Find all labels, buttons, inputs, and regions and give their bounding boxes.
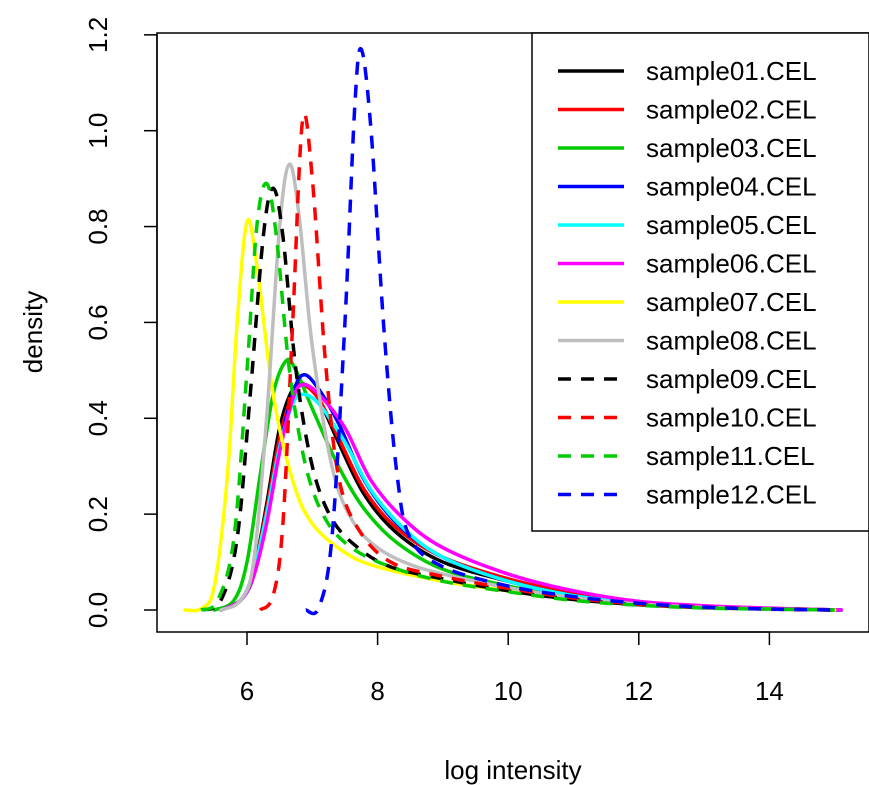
legend-label: sample07.CEL (646, 287, 817, 317)
y-axis-title: density (18, 291, 48, 373)
y-tick-label: 0.4 (83, 400, 113, 436)
x-axis-title: log intensity (444, 755, 581, 785)
series-line-sample12-cel (305, 46, 835, 616)
legend-label: sample11.CEL (646, 441, 815, 471)
x-tick-label: 8 (370, 676, 384, 706)
legend-label: sample09.CEL (646, 364, 817, 394)
y-axis: 0.0 0.2 0.4 0.6 0.8 1.0 1.2 (83, 17, 158, 628)
legend-label: sample04.CEL (646, 172, 817, 202)
legend-label: sample10.CEL (646, 403, 817, 433)
legend-label: sample01.CEL (646, 56, 817, 86)
x-tick-label: 14 (755, 676, 784, 706)
legend-label: sample05.CEL (646, 210, 817, 240)
x-tick-label: 10 (494, 676, 523, 706)
series-layer (183, 46, 843, 616)
y-tick-label: 0.2 (83, 496, 113, 532)
x-tick-label: 6 (240, 676, 254, 706)
legend-label: sample12.CEL (646, 480, 817, 510)
series-line-sample11-cel (200, 181, 835, 612)
y-tick-label: 0.0 (83, 592, 113, 628)
x-tick-label: 12 (624, 676, 653, 706)
x-axis: 6 8 10 12 14 (240, 631, 784, 706)
legend-label: sample06.CEL (646, 249, 817, 279)
series-line-sample08-cel (219, 162, 804, 612)
legend-label: sample08.CEL (646, 326, 817, 356)
legend-box (531, 32, 869, 532)
y-tick-label: 1.0 (83, 113, 113, 149)
y-tick-label: 1.2 (83, 17, 113, 53)
legend-label: sample02.CEL (646, 95, 817, 125)
y-tick-label: 0.8 (83, 208, 113, 244)
y-tick-label: 0.6 (83, 304, 113, 340)
legend: sample01.CEL sample02.CEL sample03.CEL samp… (531, 32, 869, 532)
legend-label: sample03.CEL (646, 133, 817, 163)
